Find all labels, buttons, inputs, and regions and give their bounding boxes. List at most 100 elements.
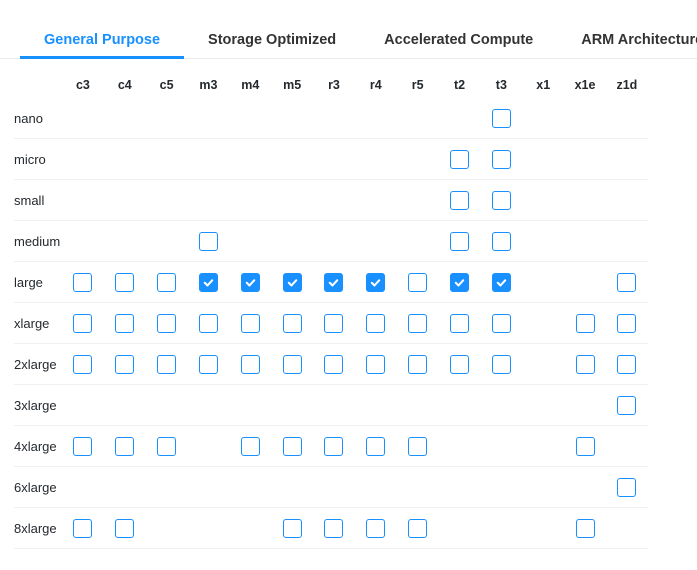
checkbox-t2-2xlarge[interactable] — [450, 354, 470, 374]
cell-4xlarge-c4 — [104, 426, 146, 466]
instance-type-matrix: c3 c4 c5 m3 m4 m5 r3 r4 r5 t2 t3 x1 x1e z1d nano micro… — [14, 72, 648, 549]
cell-2xlarge-c5 — [146, 344, 188, 384]
tab-storage-optimized[interactable]: Storage Optimized — [208, 32, 337, 48]
cell-micro-z1d — [606, 139, 648, 179]
tab-general-purpose[interactable]: General Purpose — [20, 24, 185, 59]
checkbox-c4-4xlarge[interactable] — [115, 436, 135, 456]
cell-medium-x1 — [522, 221, 564, 261]
checkbox-x1e-8xlarge[interactable] — [575, 518, 595, 538]
checkbox-c3-xlarge[interactable] — [73, 313, 93, 333]
checkbox-m5-8xlarge[interactable] — [282, 518, 302, 538]
cell-nano-c5 — [146, 98, 188, 138]
cell-3xlarge-r4 — [355, 385, 397, 425]
checkbox-r4-8xlarge[interactable] — [366, 518, 386, 538]
checkbox-c3-8xlarge[interactable] — [73, 518, 93, 538]
cell-medium-m3 — [188, 221, 230, 261]
checkbox-m4-xlarge[interactable] — [240, 313, 260, 333]
checkbox-m5-4xlarge[interactable] — [282, 436, 302, 456]
checkbox-r3-xlarge[interactable] — [324, 313, 344, 333]
cell-micro-c4 — [104, 139, 146, 179]
checkbox-m3-large[interactable] — [198, 272, 218, 292]
checkbox-t2-large[interactable] — [450, 272, 470, 292]
checkbox-z1d-large[interactable] — [617, 272, 637, 292]
checkbox-t2-xlarge[interactable] — [450, 313, 470, 333]
cell-6xlarge-x1 — [522, 467, 564, 507]
checkbox-m5-large[interactable] — [282, 272, 302, 292]
row-label-8xlarge: 8xlarge — [14, 520, 57, 536]
column-header-m4: m4 — [241, 78, 260, 92]
checkbox-c3-4xlarge[interactable] — [73, 436, 93, 456]
checkbox-z1d-xlarge[interactable] — [617, 313, 637, 333]
checkbox-r3-8xlarge[interactable] — [324, 518, 344, 538]
checkbox-m4-large[interactable] — [240, 272, 260, 292]
column-header-m5: m5 — [283, 78, 302, 92]
checkbox-c4-large[interactable] — [115, 272, 135, 292]
cell-6xlarge-z1d — [606, 467, 648, 507]
checkbox-r3-large[interactable] — [324, 272, 344, 292]
cell-large-r5 — [397, 262, 439, 302]
cell-micro-c5 — [146, 139, 188, 179]
checkbox-r4-xlarge[interactable] — [366, 313, 386, 333]
checkbox-c5-xlarge[interactable] — [157, 313, 177, 333]
checkbox-t2-micro[interactable] — [450, 149, 470, 169]
checkbox-c4-2xlarge[interactable] — [115, 354, 135, 374]
checkbox-t3-nano[interactable] — [491, 108, 511, 128]
checkbox-m3-xlarge[interactable] — [198, 313, 218, 333]
cell-xlarge-r4 — [355, 303, 397, 343]
checkbox-r3-2xlarge[interactable] — [324, 354, 344, 374]
checkbox-c4-xlarge[interactable] — [115, 313, 135, 333]
checkbox-t3-2xlarge[interactable] — [491, 354, 511, 374]
checkbox-r5-large[interactable] — [408, 272, 428, 292]
tab-accelerated-compute[interactable]: Accelerated Compute — [384, 32, 534, 48]
checkbox-z1d-6xlarge[interactable] — [617, 477, 637, 497]
cell-medium-r4 — [355, 221, 397, 261]
checkbox-x1e-4xlarge[interactable] — [575, 436, 595, 456]
checkbox-m4-2xlarge[interactable] — [240, 354, 260, 374]
cell-4xlarge-t2 — [439, 426, 481, 466]
checkbox-r4-large[interactable] — [366, 272, 386, 292]
cell-6xlarge-m5 — [271, 467, 313, 507]
checkbox-m3-medium[interactable] — [198, 231, 218, 251]
checkbox-c3-large[interactable] — [73, 272, 93, 292]
checkbox-z1d-3xlarge[interactable] — [617, 395, 637, 415]
checkbox-t3-small[interactable] — [491, 190, 511, 210]
checkbox-c4-8xlarge[interactable] — [115, 518, 135, 538]
cell-3xlarge-m5 — [271, 385, 313, 425]
column-header-t3: t3 — [495, 78, 507, 92]
tab-arm-architecture[interactable]: ARM Architecture — [581, 32, 697, 48]
checkbox-c5-4xlarge[interactable] — [157, 436, 177, 456]
checkbox-t3-micro[interactable] — [491, 149, 511, 169]
checkbox-m3-2xlarge[interactable] — [198, 354, 218, 374]
checkbox-m5-2xlarge[interactable] — [282, 354, 302, 374]
cell-small-t3 — [480, 180, 522, 220]
checkbox-r3-4xlarge[interactable] — [324, 436, 344, 456]
checkbox-x1e-xlarge[interactable] — [575, 313, 595, 333]
checkbox-x1e-2xlarge[interactable] — [575, 354, 595, 374]
checkbox-t3-medium[interactable] — [491, 231, 511, 251]
checkbox-c5-2xlarge[interactable] — [157, 354, 177, 374]
checkbox-t2-small[interactable] — [450, 190, 470, 210]
checkbox-r5-2xlarge[interactable] — [408, 354, 428, 374]
checkbox-r4-4xlarge[interactable] — [366, 436, 386, 456]
column-header-x1: x1 — [536, 78, 551, 92]
cell-3xlarge-x1e — [564, 385, 606, 425]
cell-micro-t2 — [439, 139, 481, 179]
checkbox-r5-xlarge[interactable] — [408, 313, 428, 333]
cell-small-m3 — [188, 180, 230, 220]
checkbox-c3-2xlarge[interactable] — [73, 354, 93, 374]
checkbox-c5-large[interactable] — [157, 272, 177, 292]
checkbox-m5-xlarge[interactable] — [282, 313, 302, 333]
checkbox-r5-4xlarge[interactable] — [408, 436, 428, 456]
cell-micro-c3 — [62, 139, 104, 179]
checkbox-r5-8xlarge[interactable] — [408, 518, 428, 538]
check-icon — [454, 278, 465, 286]
cell-3xlarge-c4 — [104, 385, 146, 425]
checkbox-t2-medium[interactable] — [450, 231, 470, 251]
checkbox-r4-2xlarge[interactable] — [366, 354, 386, 374]
checkbox-m4-4xlarge[interactable] — [240, 436, 260, 456]
checkbox-t3-large[interactable] — [491, 272, 511, 292]
checkbox-t3-xlarge[interactable] — [491, 313, 511, 333]
check-icon — [496, 278, 507, 286]
cell-nano-r5 — [397, 98, 439, 138]
checkbox-z1d-2xlarge[interactable] — [617, 354, 637, 374]
